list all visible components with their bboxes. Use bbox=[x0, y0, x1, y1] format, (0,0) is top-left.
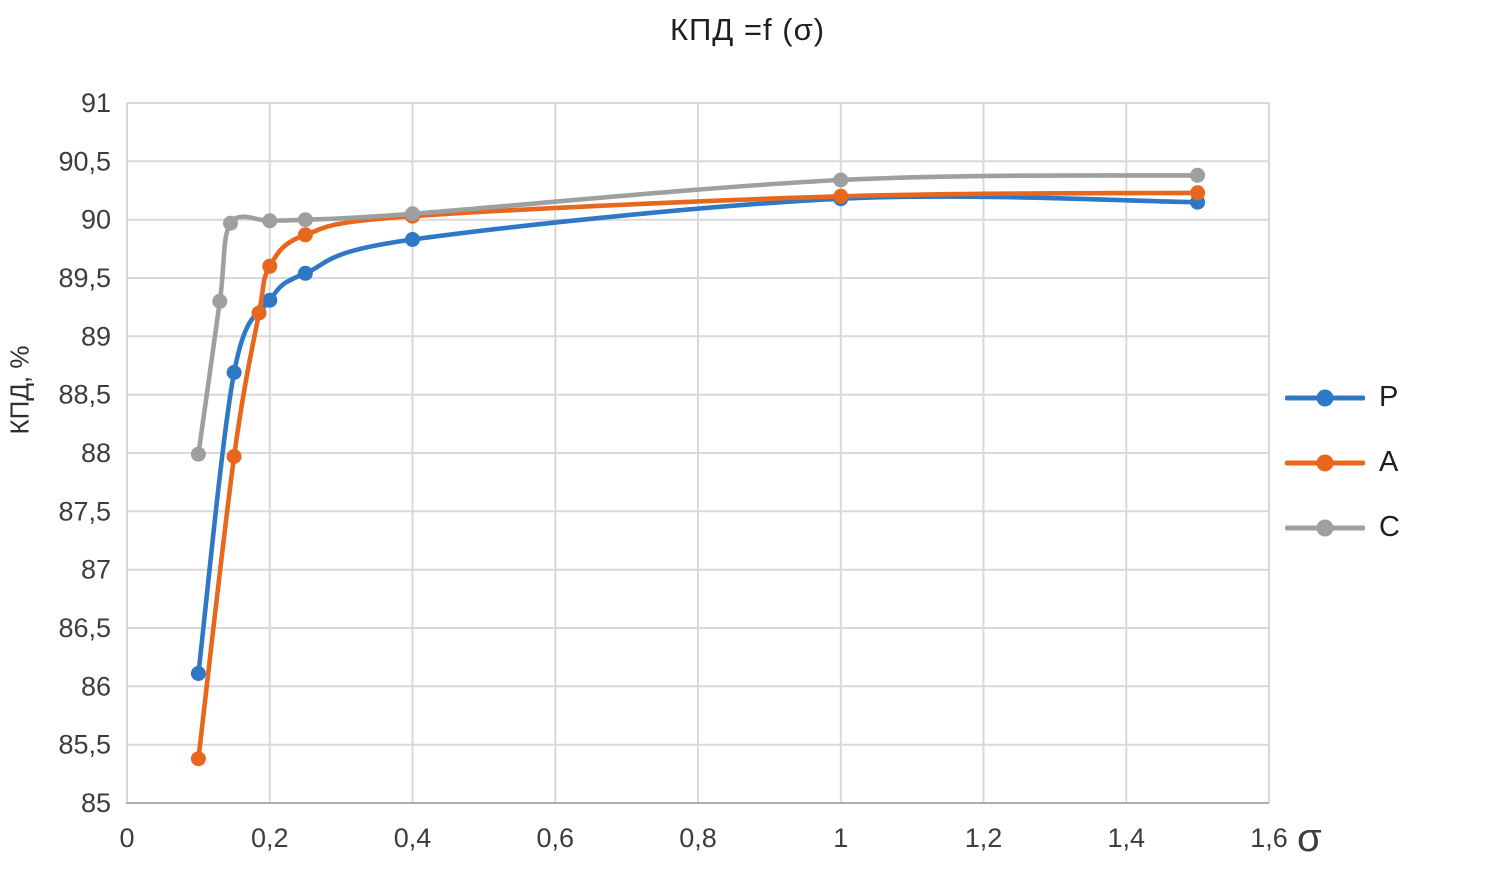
data-point-marker-A bbox=[226, 449, 242, 464]
x-tick-label: 1,6 bbox=[1250, 823, 1288, 853]
data-point-marker-A bbox=[251, 305, 267, 321]
data-point-marker-A bbox=[190, 751, 206, 767]
x-tick-label: 1,4 bbox=[1107, 823, 1145, 853]
data-point-marker-P bbox=[297, 265, 313, 281]
chart-title: КПД =f (σ) bbox=[669, 12, 826, 47]
y-tick-label: 86 bbox=[81, 671, 111, 701]
y-tick-label: 86,5 bbox=[58, 613, 111, 643]
data-point-marker-C bbox=[190, 446, 206, 462]
y-tick-label: 90 bbox=[81, 205, 111, 235]
data-point-marker-C bbox=[223, 215, 238, 231]
y-tick-label: 88,5 bbox=[58, 380, 111, 410]
x-axis-title: σ bbox=[1297, 816, 1322, 860]
y-tick-label: 87,5 bbox=[58, 496, 111, 526]
x-tick-label: 0,4 bbox=[394, 823, 432, 853]
data-point-marker-C bbox=[262, 213, 278, 229]
legend-item-c: C bbox=[1285, 495, 1400, 560]
y-tick-label: 85 bbox=[81, 788, 111, 818]
data-point-marker-P bbox=[190, 666, 206, 681]
x-tick-label: 0,2 bbox=[251, 823, 289, 853]
data-point-marker-A bbox=[1190, 185, 1206, 201]
y-tick-label: 85,5 bbox=[58, 730, 111, 760]
legend-swatch-line-icon bbox=[1285, 519, 1365, 536]
data-point-marker-A bbox=[833, 188, 849, 204]
data-point-marker-C bbox=[405, 206, 420, 222]
data-point-marker-A bbox=[262, 258, 278, 274]
x-tick-label: 0,8 bbox=[679, 823, 717, 853]
legend-label: C bbox=[1379, 511, 1400, 543]
y-tick-label: 89 bbox=[81, 321, 111, 351]
legend-swatch-line-icon bbox=[1285, 454, 1365, 471]
legend-item-p: P bbox=[1285, 365, 1400, 430]
legend-item-a: A bbox=[1285, 430, 1400, 495]
x-tick-label: 1 bbox=[833, 823, 848, 853]
data-point-marker-C bbox=[1190, 167, 1206, 183]
legend-label: P bbox=[1379, 381, 1399, 413]
data-point-marker-P bbox=[262, 292, 278, 308]
x-tick-label: 1,2 bbox=[965, 823, 1003, 853]
data-point-marker-P bbox=[226, 365, 242, 380]
chart-legend: P A C bbox=[1285, 365, 1400, 560]
data-point-marker-C bbox=[833, 172, 849, 188]
data-point-marker-C bbox=[297, 212, 313, 228]
series-line-C bbox=[196, 173, 1200, 457]
x-tick-label: 0 bbox=[119, 823, 134, 853]
y-tick-label: 91 bbox=[81, 88, 111, 118]
data-point-marker-A bbox=[297, 227, 313, 243]
x-tick-label: 0,6 bbox=[536, 823, 574, 853]
data-point-marker-C bbox=[212, 293, 228, 309]
y-tick-label: 90,5 bbox=[58, 146, 111, 176]
legend-label: A bbox=[1379, 446, 1399, 478]
y-tick-label: 87 bbox=[81, 555, 111, 585]
legend-swatch-line-icon bbox=[1285, 389, 1365, 406]
data-point-marker-P bbox=[405, 232, 420, 247]
y-tick-label: 89,5 bbox=[58, 263, 111, 293]
y-tick-label: 88 bbox=[81, 438, 111, 468]
